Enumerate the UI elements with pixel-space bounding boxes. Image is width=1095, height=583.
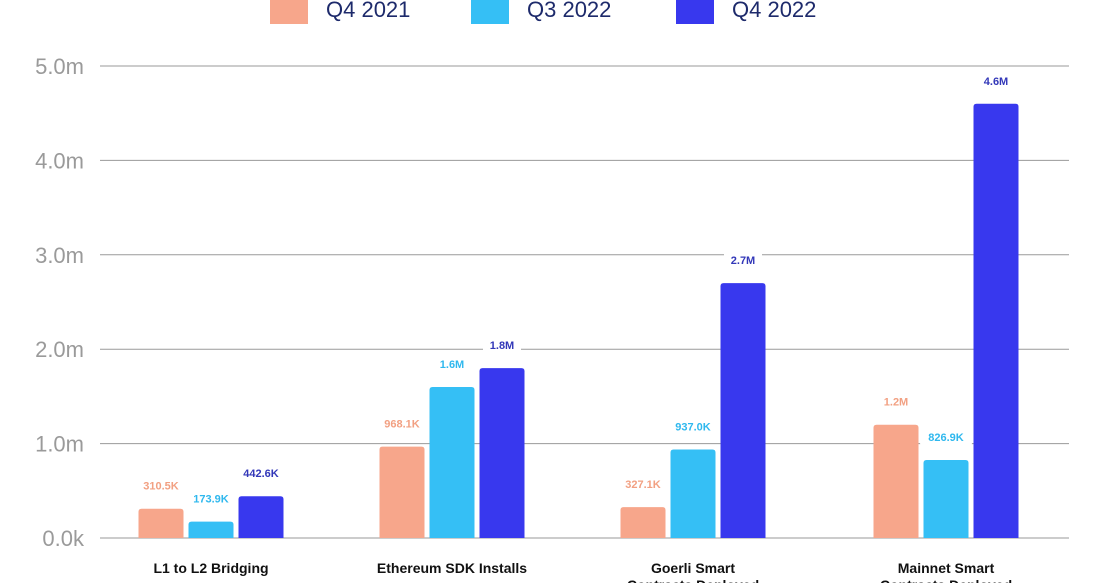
data-label: 826.9K — [920, 425, 972, 448]
x-category-label: Goerli SmartContracts Deployed — [627, 560, 759, 583]
bar — [720, 283, 766, 538]
data-label-text: 1.2M — [884, 397, 908, 409]
x-category-label: Ethereum SDK Installs — [377, 560, 527, 576]
data-label-box — [135, 474, 187, 497]
y-tick-label: 0.0k — [42, 526, 85, 551]
legend-label: Q4 2021 — [326, 0, 410, 22]
legend-swatch — [270, 0, 308, 24]
bar — [923, 459, 969, 538]
x-category-label: Mainnet SmartContracts Deployed — [880, 560, 1012, 583]
data-label: 1.2M — [877, 390, 915, 413]
data-label-text: 937.0K — [675, 422, 711, 434]
bar — [188, 521, 234, 538]
data-label-text: 1.6M — [440, 359, 464, 371]
bar — [873, 424, 919, 538]
data-label-text: 826.9K — [928, 432, 964, 444]
data-label-box — [185, 487, 237, 510]
data-label-text: 310.5K — [143, 481, 179, 493]
data-label-text: 4.6M — [984, 76, 1008, 88]
data-label-box — [235, 462, 287, 485]
bar — [429, 386, 475, 538]
data-label: 1.6M — [433, 352, 471, 375]
bar — [379, 446, 425, 538]
y-tick-label: 5.0m — [35, 54, 84, 79]
y-tick-label: 4.0m — [35, 148, 84, 173]
data-label-box — [433, 352, 471, 375]
data-label: 173.9K — [185, 487, 237, 510]
data-label-text: 2.7M — [731, 255, 755, 267]
data-label-box — [376, 412, 428, 435]
data-label: 442.6K — [235, 462, 287, 485]
data-label-text: 968.1K — [384, 419, 420, 431]
x-category-label: L1 to L2 Bridging — [153, 560, 268, 576]
data-label-text: 1.8M — [490, 340, 514, 352]
bar — [670, 449, 716, 538]
data-label-box — [877, 390, 915, 413]
data-label: 1.8M — [483, 334, 521, 357]
bars: 310.5K 173.9K 442.6K 968.1K 1.6M 1.8M 327.1K 93… — [135, 69, 1019, 538]
data-label-box — [667, 415, 719, 438]
data-label-text: 173.9K — [193, 494, 229, 506]
data-label: 968.1K — [376, 412, 428, 435]
y-tick-label: 1.0m — [35, 432, 84, 457]
legend: Q4 2021 Q3 2022 Q4 2022 — [270, 0, 816, 24]
bar — [479, 368, 525, 538]
legend-label: Q3 2022 — [527, 0, 611, 22]
data-label-text: 327.1K — [625, 479, 661, 491]
data-label-box — [977, 69, 1015, 92]
data-label-box — [483, 334, 521, 357]
legend-swatch — [471, 0, 509, 24]
data-label-box — [617, 473, 669, 496]
data-label: 327.1K — [617, 473, 669, 496]
y-tick-label: 3.0m — [35, 243, 84, 268]
legend-swatch — [676, 0, 714, 24]
data-label: 4.6M — [977, 69, 1015, 92]
bar — [620, 507, 666, 538]
bar — [973, 103, 1019, 538]
bar — [238, 496, 284, 538]
data-label-box — [724, 249, 762, 272]
bar — [138, 508, 184, 538]
y-tick-label: 2.0m — [35, 337, 84, 362]
data-label: 937.0K — [667, 415, 719, 438]
data-label: 310.5K — [135, 474, 187, 497]
data-label-text: 442.6K — [243, 468, 279, 480]
data-label-box — [920, 425, 972, 448]
data-label: 2.7M — [724, 249, 762, 272]
legend-label: Q4 2022 — [732, 0, 816, 22]
